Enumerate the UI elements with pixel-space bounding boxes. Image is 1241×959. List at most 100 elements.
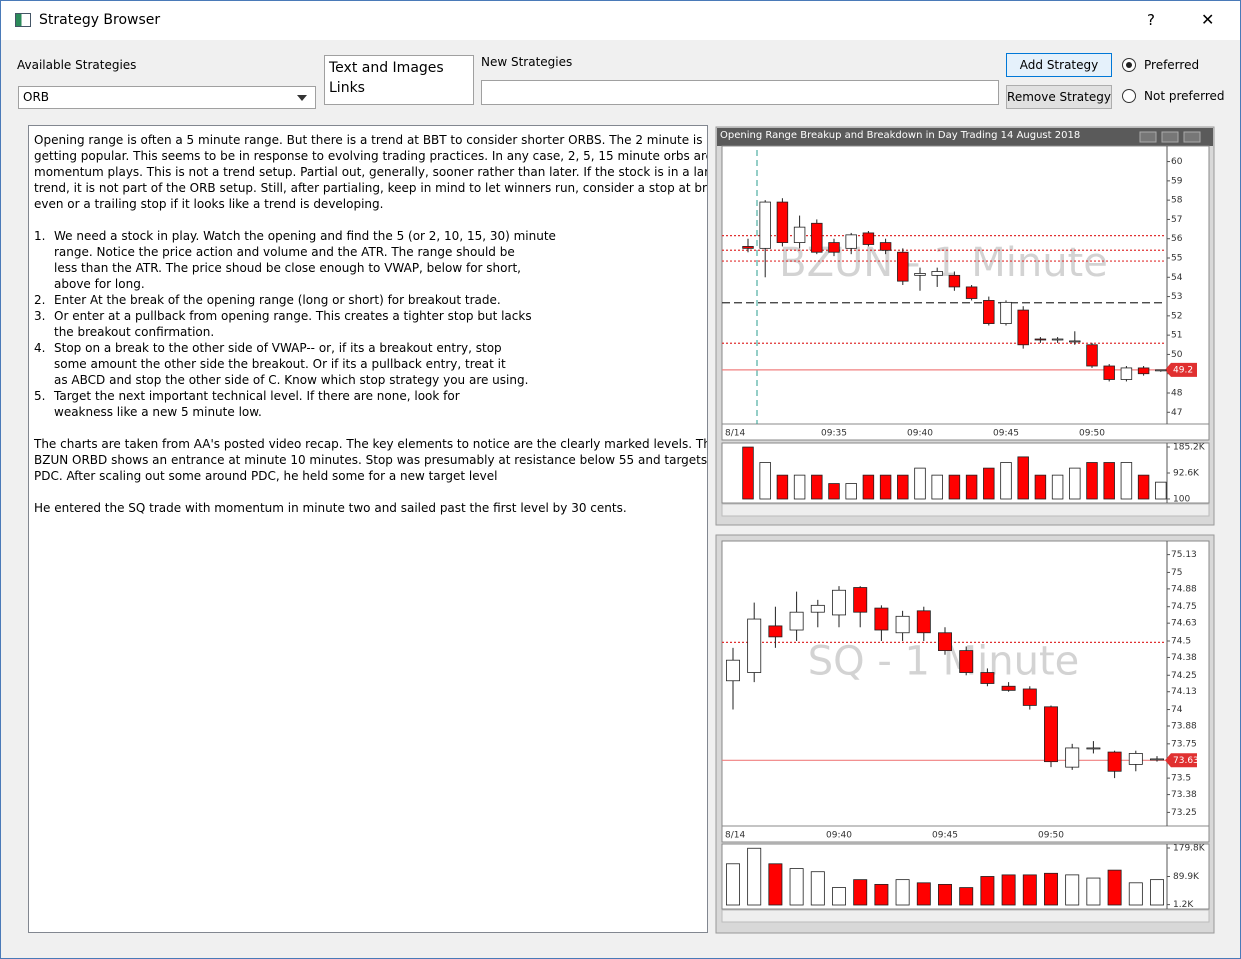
y-tick-label: 54: [1171, 273, 1183, 283]
text-images-label: Text and Images: [329, 60, 444, 76]
radio-dot: [1126, 62, 1132, 68]
paragraph: The charts are taken from AA's posted vi…: [34, 436, 707, 484]
radio-preferred[interactable]: [1122, 58, 1136, 72]
add-strategy-button[interactable]: Add Strategy: [1006, 53, 1112, 77]
help-button[interactable]: ?: [1147, 11, 1155, 29]
app-icon: [15, 13, 31, 27]
text-line: momentum plays. This is not a trend setu…: [34, 165, 708, 179]
text-line: getting popular. This seems to be in res…: [34, 149, 708, 163]
y-tick-label: 55: [1171, 254, 1182, 264]
chart-title-bar: [717, 128, 1213, 146]
candle-body: [747, 618, 762, 673]
step-number: 2.: [34, 293, 46, 307]
candle-body: [897, 251, 909, 282]
candle-body: [980, 672, 995, 684]
step-text: Enter At the break of the opening range …: [54, 292, 501, 308]
step-text: We need a stock in play. Watch the openi…: [54, 228, 556, 292]
candle-body: [768, 625, 783, 638]
window-button: [1161, 131, 1179, 143]
candle-body: [965, 286, 978, 299]
y-tick-label: 58: [1171, 196, 1183, 206]
window-button: [1139, 131, 1157, 143]
text-line: He entered the SQ trade with momentum in…: [34, 501, 627, 515]
candle-body: [1022, 688, 1037, 706]
volume-bar: [776, 474, 789, 500]
step-text: Or enter at a pullback from opening rang…: [54, 308, 532, 340]
volume-bar: [789, 868, 804, 906]
window-title: Strategy Browser: [39, 12, 161, 28]
y-tick-label: 59: [1171, 176, 1183, 186]
combo-arrow: [297, 95, 307, 101]
step: 1. We need a stock in play. Watch the ope…: [34, 228, 707, 292]
y-tick-label: 47: [1171, 408, 1182, 418]
candle-body: [1137, 367, 1150, 375]
paragraph: Opening range is often a 5 minute range.…: [34, 132, 707, 212]
volume-bar: [914, 467, 926, 500]
x-tick-label: 09:40: [907, 429, 933, 439]
volume-bar: [983, 467, 995, 500]
new-strategy-input[interactable]: [481, 80, 999, 105]
candle-body: [874, 607, 889, 631]
text-line: even or a trailing stop if it looks like…: [34, 197, 384, 211]
text-line: Stop on a break to the other side of VWA…: [54, 341, 502, 355]
text-line: less than the ATR. The price shoud be cl…: [54, 261, 521, 275]
y-tick-label: 57: [1171, 215, 1182, 225]
volume-bar: [965, 474, 978, 500]
volume-bar: [895, 879, 910, 906]
x-tick-label: 09:50: [1038, 831, 1064, 841]
volume-tick-label: 185.2K: [1173, 443, 1206, 453]
candle-body: [759, 201, 771, 249]
candle-body: [895, 615, 910, 634]
chart-title: Opening Range Breakup and Breakdown in D…: [720, 130, 1080, 141]
candle-body: [1051, 338, 1064, 341]
x-tick-label: 09:50: [1079, 429, 1105, 439]
candle-body: [1086, 344, 1098, 367]
text-line: the breakout confirmation.: [54, 325, 215, 339]
text-line: above for long.: [54, 277, 145, 291]
volume-bar: [768, 863, 783, 906]
remove-strategy-button[interactable]: Remove Strategy: [1006, 85, 1112, 109]
volume-bar: [1022, 874, 1037, 906]
candle-body: [959, 650, 974, 673]
text-line: range. Notice the price action and volum…: [54, 245, 515, 259]
step: 4. Stop on a break to the other side of V…: [34, 340, 707, 388]
candle-body: [793, 226, 806, 243]
candle-body: [938, 632, 952, 651]
candle-body: [1034, 338, 1047, 341]
candle-body: [853, 587, 868, 613]
candle-body: [1120, 367, 1133, 380]
strategy-combo[interactable]: ORB: [18, 86, 316, 109]
volume-bar: [1155, 481, 1167, 500]
step: 5. Target the next important technical le…: [34, 388, 707, 420]
radio-not-preferred[interactable]: [1122, 89, 1136, 103]
last-price-tag: [1165, 362, 1197, 377]
close-button[interactable]: ✕: [1201, 10, 1215, 29]
candle-body: [1150, 758, 1164, 761]
y-tick-label: 73.25: [1171, 808, 1197, 818]
y-tick-label: 75.13: [1171, 550, 1197, 560]
y-tick-label: 73.88: [1171, 722, 1197, 732]
volume-bar: [726, 863, 740, 906]
y-tick-label: 75: [1171, 568, 1182, 578]
text-line: We need a stock in play. Watch the openi…: [54, 229, 556, 243]
volume-bar: [853, 879, 868, 906]
y-tick-label: 74.88: [1171, 584, 1197, 594]
volume-bar: [1103, 462, 1115, 500]
volume-bar: [747, 847, 762, 906]
candle-body: [1044, 706, 1058, 763]
candle-body: [1103, 365, 1115, 380]
step-number: 1.: [34, 229, 46, 243]
text-images-box[interactable]: Text and Images Links: [324, 55, 474, 105]
volume-bar: [832, 887, 846, 906]
candle-body: [1017, 309, 1029, 346]
volume-bar: [874, 883, 889, 906]
text-line: Enter At the break of the opening range …: [54, 293, 501, 307]
last-price-tag: [1165, 753, 1197, 768]
last-price-label: 73.63: [1173, 756, 1199, 766]
volume-bar: [811, 474, 823, 500]
x-tick-label: 09:45: [932, 831, 958, 841]
volume-bar: [828, 483, 840, 500]
volume-tick-label: 89.9K: [1173, 872, 1200, 882]
volume-bar: [1120, 462, 1133, 500]
